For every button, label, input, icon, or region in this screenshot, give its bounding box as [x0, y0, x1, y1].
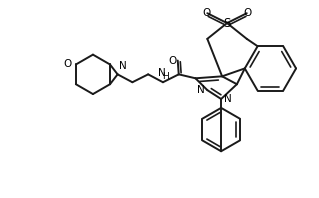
Text: N: N	[224, 94, 232, 104]
Text: O: O	[169, 56, 177, 66]
Text: O: O	[202, 8, 211, 18]
Text: O: O	[244, 8, 252, 18]
Text: O: O	[64, 59, 72, 69]
Text: S: S	[223, 17, 231, 30]
Text: N: N	[197, 85, 204, 95]
Text: H: H	[163, 72, 169, 81]
Text: N: N	[119, 61, 126, 71]
Text: N: N	[158, 68, 166, 78]
